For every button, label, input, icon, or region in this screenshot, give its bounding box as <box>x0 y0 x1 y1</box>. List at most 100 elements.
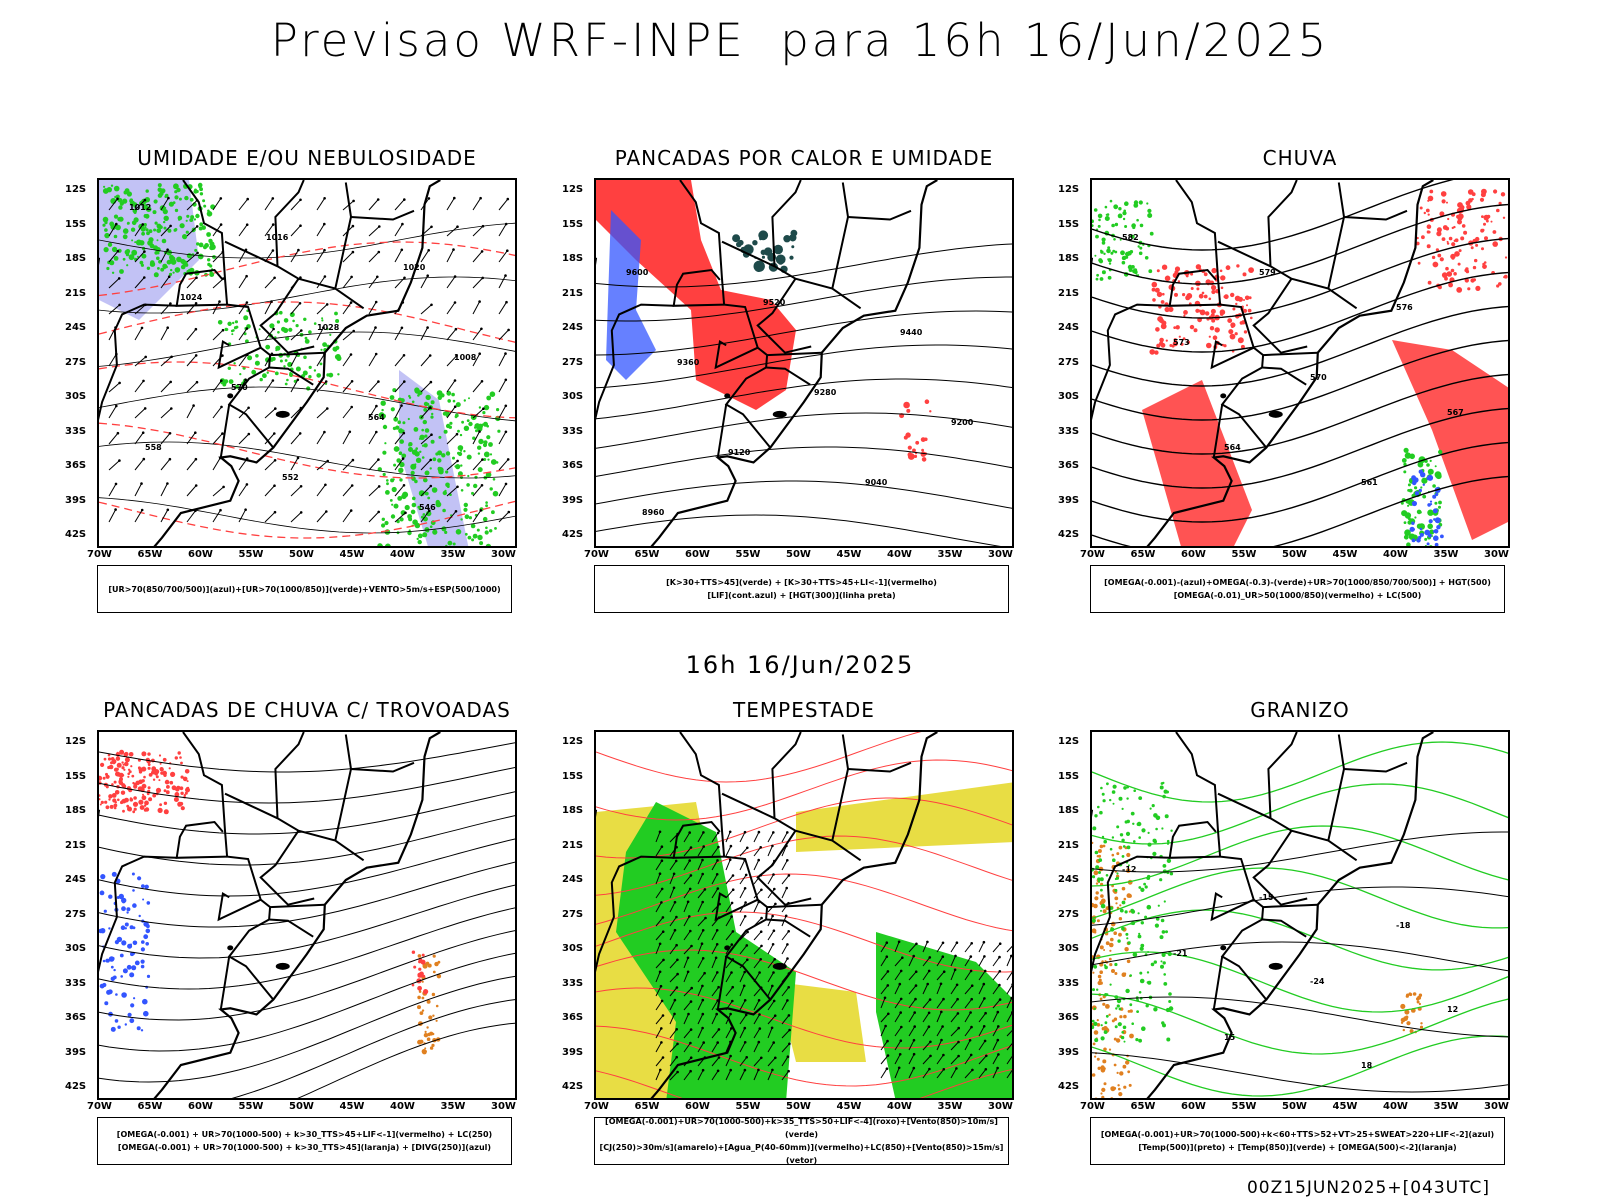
wind850-vector <box>669 887 675 899</box>
temp850-contour <box>1100 888 1103 892</box>
heat-shower-area <box>760 249 766 255</box>
omega-strong <box>1439 547 1442 548</box>
wind850-vector <box>908 971 917 981</box>
wind850-vector <box>939 982 943 986</box>
omega-weak <box>1433 535 1439 541</box>
wind850-vector <box>767 845 773 857</box>
wind850-vector <box>767 972 774 983</box>
wind850-vector <box>928 1067 931 1071</box>
humidity-low-level <box>385 543 391 546</box>
rain-area <box>1460 236 1465 241</box>
wind-vector <box>170 355 173 359</box>
wind850-vector <box>731 985 734 989</box>
wind-vector <box>290 433 301 445</box>
lon-tick-label: 60W <box>188 1101 213 1112</box>
humidity-low-level <box>468 421 473 427</box>
wind-vector <box>273 459 277 462</box>
humidity-low-level <box>432 457 437 462</box>
wind850-vector <box>744 901 747 904</box>
wind-vector <box>238 328 248 341</box>
humidity-low-level <box>438 469 444 475</box>
omega-strong <box>1097 213 1103 219</box>
wind850-vector <box>683 930 691 941</box>
temp850-contour <box>1138 836 1141 839</box>
rain-area <box>1142 380 1252 546</box>
political-border <box>766 366 811 386</box>
humidity-low-level <box>417 533 423 539</box>
legend-box: [OMEGA(-0.001) + UR>70(1000-500) + k>30_… <box>97 1117 512 1165</box>
lat-tick-label: 42S <box>1058 529 1080 540</box>
wind-vector <box>430 225 433 229</box>
omega500-area <box>1126 959 1131 964</box>
omega-weak <box>1434 517 1441 524</box>
thunderstorm-area <box>421 953 425 957</box>
humidity-low-level <box>180 264 186 270</box>
wind-vector <box>212 486 224 497</box>
humidity-low-level <box>485 504 488 508</box>
wind850-vector <box>739 985 745 997</box>
wind-vector <box>245 223 249 226</box>
lagoa-dos-patos <box>1268 962 1283 970</box>
wind850-vector <box>781 944 788 955</box>
omega-strong <box>1121 260 1126 265</box>
temp850-contour <box>1138 886 1142 889</box>
political-border <box>270 351 325 357</box>
political-border <box>1175 180 1268 449</box>
thunderstorm-area <box>105 774 110 779</box>
humidity-low-level <box>380 400 386 406</box>
political-border <box>1327 182 1346 289</box>
wind-vector <box>506 458 510 461</box>
omega500-area <box>1117 1084 1120 1087</box>
humidity-low-level <box>157 193 163 198</box>
wind-vector <box>472 197 482 211</box>
contour-label: 576 <box>1396 303 1413 312</box>
wind850-vector <box>992 1054 999 1065</box>
shower-area <box>421 996 425 1000</box>
omega-strong <box>1404 452 1412 459</box>
humidity-low-level <box>446 485 450 488</box>
wind-vector <box>108 304 120 315</box>
humidity-low-level <box>122 257 126 261</box>
lon-tick-label: 55W <box>238 549 264 560</box>
humidity-low-level <box>497 429 501 433</box>
temp850-contour <box>1100 786 1103 790</box>
humidity-low-level <box>402 421 406 425</box>
wind-vector <box>402 431 406 435</box>
wind-vector <box>299 224 302 227</box>
wind-vector <box>134 483 142 497</box>
streamline <box>99 791 515 835</box>
wind850-vector <box>689 1000 693 1003</box>
streamline <box>99 766 515 804</box>
wind850-vector <box>1006 971 1012 981</box>
lc850-streamline <box>596 835 1012 896</box>
omega-strong <box>1109 199 1113 203</box>
divergence-area <box>106 989 112 995</box>
wind850-vector <box>675 1028 678 1031</box>
wind850-vector <box>655 971 661 983</box>
omega500-area <box>1118 917 1123 921</box>
rain-area <box>1441 272 1448 278</box>
wind-vector <box>394 512 406 523</box>
humidity-low-level <box>411 400 415 404</box>
rain-area <box>1451 242 1456 247</box>
wind-vector <box>352 329 355 333</box>
wind-vector <box>166 248 169 251</box>
humidity-low-level <box>415 447 419 450</box>
wind850-vector <box>711 986 719 997</box>
wind850-vector <box>739 1014 747 1025</box>
omega-strong <box>1414 486 1418 490</box>
lon-tick-label: 70W <box>584 549 609 560</box>
rain-area <box>1173 338 1177 342</box>
coastline <box>1092 732 1434 1098</box>
wind850-vector <box>669 944 677 955</box>
wind-vector <box>160 381 172 393</box>
divergence-area <box>108 927 111 930</box>
political-border <box>714 891 759 922</box>
omega500-area <box>1098 854 1102 858</box>
temp850-contour <box>1123 1040 1126 1043</box>
legend-line: [OMEGA(-0.001) + UR>70(1000-500) + k>30_… <box>117 1143 492 1152</box>
omega500-area <box>1102 1059 1107 1064</box>
omega-strong <box>1110 251 1114 255</box>
humidity-low-level <box>334 311 338 316</box>
wind850-vector <box>957 1040 960 1044</box>
